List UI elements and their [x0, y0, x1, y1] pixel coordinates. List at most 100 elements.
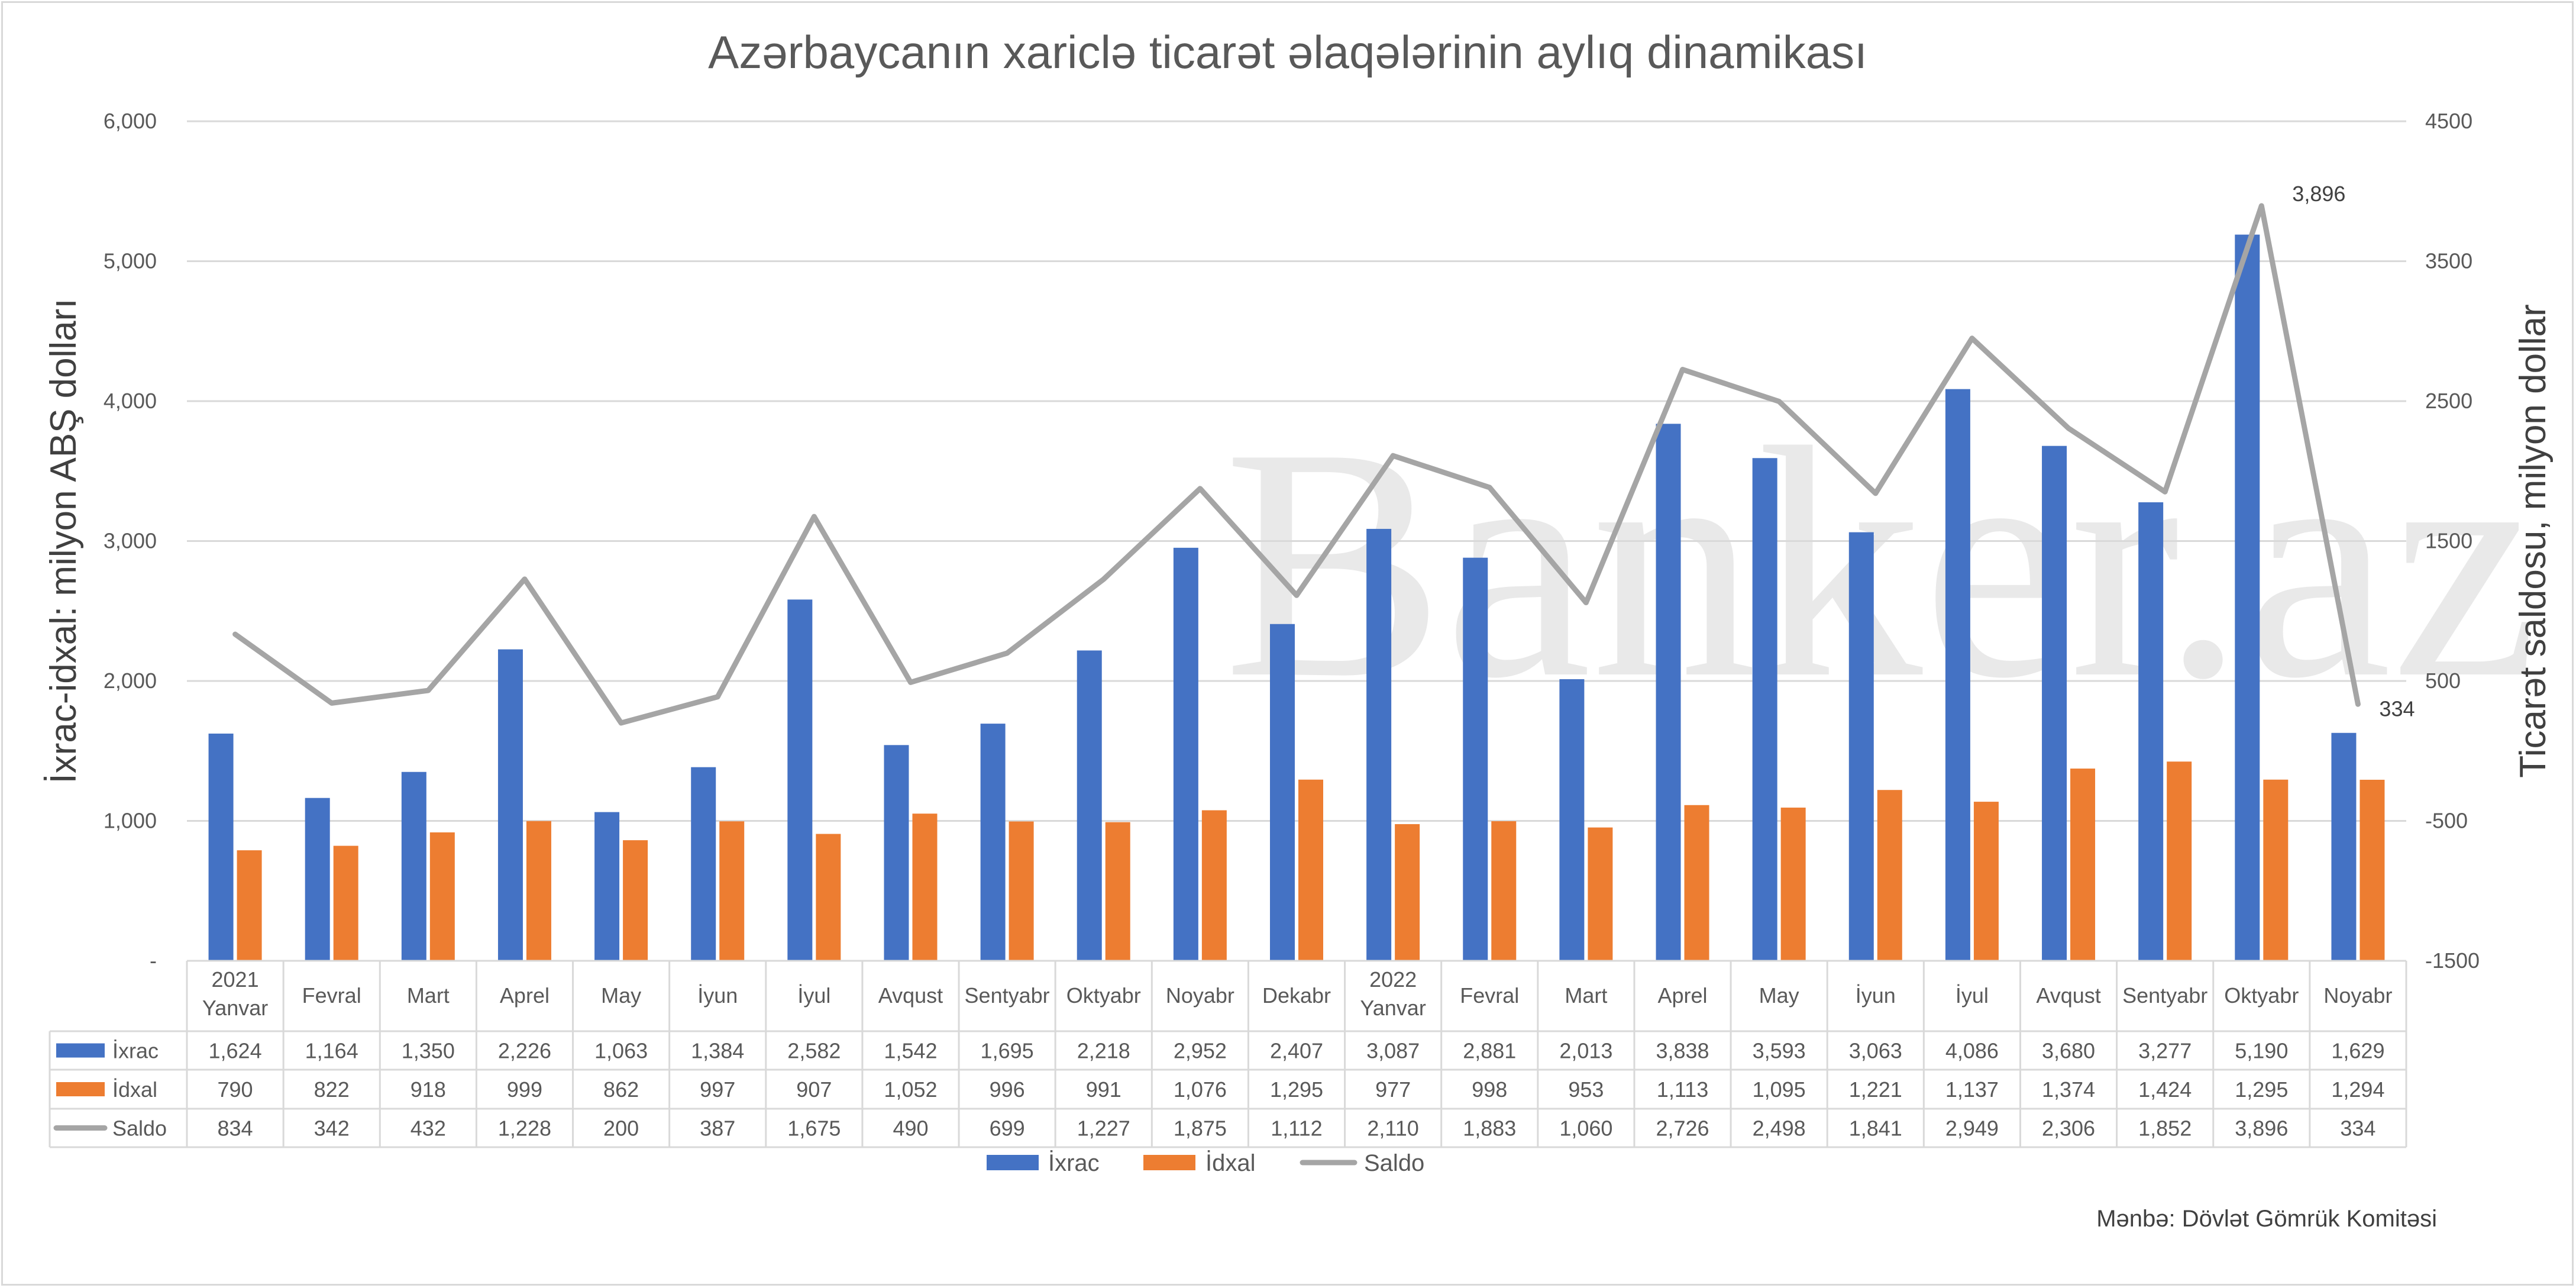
x-tick-label: Sentyabr	[965, 983, 1050, 1008]
data-label: 918	[411, 1077, 446, 1102]
x-tick-label: 2022	[1369, 967, 1417, 992]
data-label: 1,852	[2138, 1116, 2192, 1141]
y-tick-label-left: -	[150, 948, 157, 973]
data-label: 490	[893, 1116, 928, 1141]
data-label: 3,063	[1849, 1039, 1902, 1063]
data-label: 2,110	[1367, 1116, 1418, 1141]
data-label: 699	[990, 1116, 1025, 1141]
data-label: 3,593	[1753, 1039, 1806, 1063]
bar-ixrac	[1945, 389, 1970, 961]
x-tick-label: Aprel	[500, 983, 550, 1008]
y-tick-label-right: -500	[2425, 809, 2468, 833]
y-tick-label-right: 4500	[2425, 109, 2472, 133]
x-tick-label: İyun	[1856, 983, 1896, 1008]
x-tick-label: Noyabr	[1166, 983, 1234, 1008]
y-tick-label-right: -1500	[2425, 948, 2480, 973]
data-label: 2,582	[787, 1039, 841, 1063]
data-label: 1,542	[884, 1039, 937, 1063]
data-label: 2,726	[1656, 1116, 1709, 1141]
x-tick-label: May	[1759, 983, 1799, 1008]
bar-idxal	[2070, 769, 2096, 961]
data-label: 1,695	[981, 1039, 1034, 1063]
legend-label-ixrac: İxrac	[1048, 1150, 1100, 1176]
x-tick-label: Yanvar	[202, 996, 268, 1020]
bar-idxal	[2263, 779, 2289, 961]
data-label: 2,013	[1559, 1039, 1612, 1063]
data-label: 1,221	[1849, 1077, 1902, 1102]
y-axis-label-left: İxrac-idxal: milyon ABŞ dolları	[43, 298, 84, 783]
bar-ixrac	[1463, 557, 1488, 961]
data-label: 977	[1375, 1077, 1411, 1102]
data-label: 1,076	[1174, 1077, 1227, 1102]
data-label: 2,498	[1753, 1116, 1806, 1141]
bar-ixrac	[884, 745, 909, 961]
x-tick-label: Avqust	[878, 983, 943, 1008]
x-tick-label: Oktyabr	[2224, 983, 2299, 1008]
bar-ixrac	[2138, 502, 2164, 961]
data-label: 1,112	[1271, 1116, 1322, 1141]
bar-ixrac	[305, 798, 330, 961]
bar-ixrac	[1366, 528, 1392, 961]
table-series-name: İxrac	[112, 1039, 159, 1063]
bar-idxal	[1491, 821, 1517, 961]
data-label: 3,896	[2235, 1116, 2288, 1141]
bar-idxal	[526, 821, 551, 961]
bar-idxal	[429, 832, 455, 961]
data-label: 387	[700, 1116, 735, 1141]
x-tick-label: Avqust	[2036, 983, 2100, 1008]
legend-key-idxal	[1143, 1155, 1195, 1170]
data-label: 1,424	[2138, 1077, 2192, 1102]
data-label: 2,407	[1270, 1039, 1323, 1063]
bar-idxal	[1201, 810, 1227, 961]
data-label: 432	[411, 1116, 446, 1141]
data-label: 4,086	[1945, 1039, 1999, 1063]
bar-ixrac	[1077, 650, 1102, 961]
data-label: 1,227	[1077, 1116, 1130, 1141]
data-label: 1,841	[1849, 1116, 1902, 1141]
data-label: 1,294	[2331, 1077, 2384, 1102]
bar-idxal	[1973, 802, 1999, 961]
data-label: 1,164	[305, 1039, 358, 1063]
data-label: 200	[603, 1116, 639, 1141]
table-series-name: Saldo	[112, 1116, 167, 1141]
legend-label-idxal: İdxal	[1205, 1150, 1256, 1176]
x-tick-label: Noyabr	[2323, 983, 2392, 1008]
x-tick-label: Mart	[1565, 983, 1607, 1008]
bar-idxal	[237, 850, 262, 961]
bar-idxal	[1298, 779, 1323, 961]
x-tick-label: Fevral	[302, 983, 361, 1008]
legend-label-saldo: Saldo	[1364, 1150, 1424, 1176]
x-tick-label: İyul	[797, 983, 830, 1008]
bar-ixrac	[2331, 732, 2357, 961]
data-label: 1,052	[884, 1077, 937, 1102]
x-tick-label: Fevral	[1460, 983, 1519, 1008]
legend-key-ixrac	[987, 1155, 1039, 1170]
x-tick-label: Yanvar	[1360, 996, 1426, 1020]
bar-ixrac	[1752, 458, 1777, 961]
y-tick-label-right: 500	[2425, 669, 2461, 693]
bar-idxal	[1877, 790, 1902, 961]
bar-ixrac	[497, 649, 523, 961]
y-tick-label-right: 3500	[2425, 249, 2472, 273]
data-label: 953	[1568, 1077, 1604, 1102]
bar-ixrac	[1559, 679, 1585, 961]
bar-ixrac	[787, 599, 813, 961]
data-label: 334	[2340, 1116, 2375, 1141]
x-tick-label: Oktyabr	[1066, 983, 1141, 1008]
data-label: 834	[218, 1116, 253, 1141]
bar-ixrac	[980, 724, 1006, 961]
data-label: 342	[314, 1116, 350, 1141]
x-tick-label: İyul	[1956, 983, 1989, 1008]
bar-idxal	[1780, 808, 1806, 961]
y-tick-label-left: 5,000	[104, 249, 157, 273]
bar-ixrac	[208, 733, 234, 961]
y-tick-label-left: 1,000	[104, 809, 157, 833]
y-tick-label-right: 2500	[2425, 389, 2472, 413]
data-label: 2,949	[1945, 1116, 1999, 1141]
data-label: 1,384	[691, 1039, 744, 1063]
data-label-saldo: 3,896	[2292, 182, 2345, 206]
data-label: 907	[796, 1077, 832, 1102]
data-label: 1,228	[498, 1116, 551, 1141]
bar-idxal	[1588, 827, 1613, 961]
